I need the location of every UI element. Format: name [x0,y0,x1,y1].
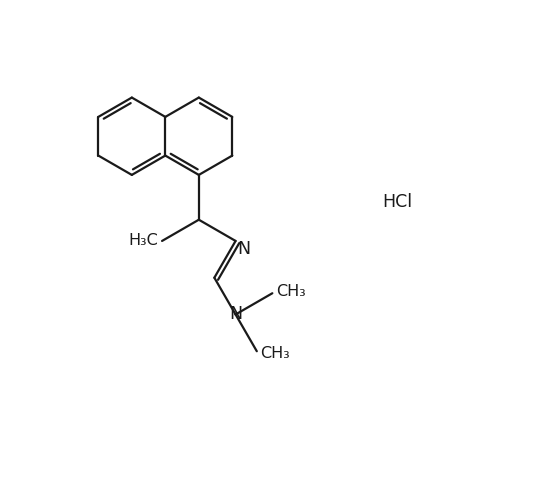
Text: CH₃: CH₃ [261,346,290,361]
Text: H₃C: H₃C [128,233,158,249]
Text: CH₃: CH₃ [276,284,306,300]
Text: N: N [237,240,250,258]
Text: HCl: HCl [382,193,412,211]
Text: N: N [229,305,242,324]
